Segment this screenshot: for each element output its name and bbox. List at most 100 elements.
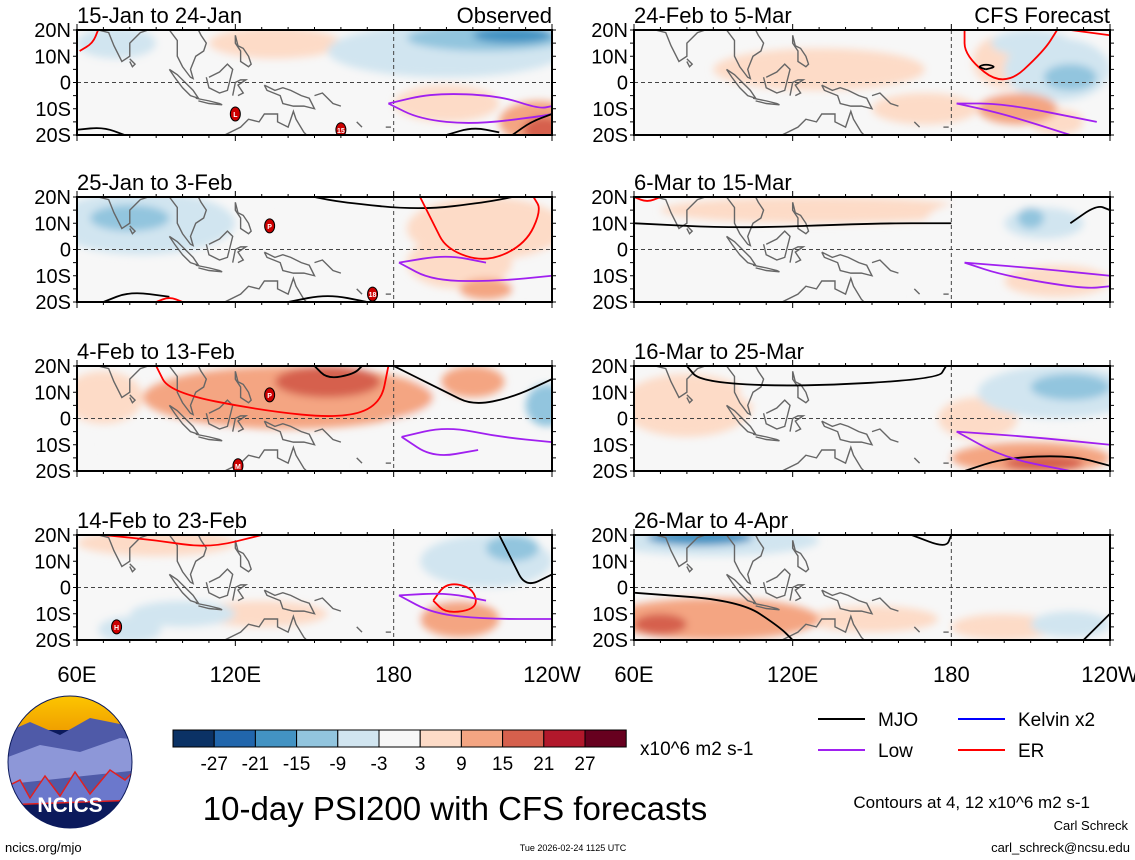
anomaly-region xyxy=(77,371,143,424)
panel-source-tag: Observed xyxy=(457,3,552,28)
anomaly-region xyxy=(525,384,552,427)
coastline xyxy=(195,602,223,611)
lat-tick-label: 20S xyxy=(592,461,628,483)
coastline xyxy=(234,202,252,235)
coastline xyxy=(791,202,810,235)
coastline xyxy=(263,589,316,615)
storm-label: P xyxy=(267,393,272,400)
figure-title: 10-day PSI200 with CFS forecasts xyxy=(203,790,707,827)
lat-tick-label: 10N xyxy=(34,382,71,404)
map-panel: 6-Mar to 15-Mar xyxy=(630,170,1114,308)
logo-text: NCICS xyxy=(37,794,102,817)
lat-tick-label: 20N xyxy=(34,187,71,209)
colorbar-swatch xyxy=(296,729,339,748)
storm-label: 18 xyxy=(369,292,377,299)
coastline xyxy=(789,584,806,602)
lat-tick-label: 0 xyxy=(617,240,628,262)
coastline xyxy=(821,84,874,110)
author-email[interactable]: carl_schreck@ncsu.edu xyxy=(991,840,1130,855)
contour-mjo xyxy=(1069,206,1110,224)
lat-tick-label: 20N xyxy=(34,20,71,42)
coastline xyxy=(752,433,780,442)
lon-tick-label: 120W xyxy=(523,662,581,687)
coastline xyxy=(97,197,149,230)
coastline xyxy=(791,371,810,404)
lat-tick-label: 10N xyxy=(34,551,71,573)
coastline xyxy=(752,264,780,273)
anomaly-region xyxy=(433,429,552,471)
colorbar-swatch xyxy=(213,729,256,748)
contour-low xyxy=(956,430,1071,471)
anomaly-region xyxy=(274,366,381,398)
panel-title: 25-Jan to 3-Feb xyxy=(77,170,232,195)
anomaly-region xyxy=(208,30,341,59)
colorbar-tick-label: -3 xyxy=(371,754,388,775)
ncics-logo: NCICS xyxy=(7,695,133,829)
panel-title: 6-Mar to 15-Mar xyxy=(634,170,792,195)
lat-tick-label: 0 xyxy=(617,73,628,95)
coastline xyxy=(356,626,363,633)
coastline xyxy=(195,433,223,442)
contour-er xyxy=(963,30,1058,81)
timestamp: Tue 2026-02-24 1125 UTC xyxy=(520,843,627,853)
coastline xyxy=(913,457,921,464)
storm-marker: 18 xyxy=(367,286,379,302)
lat-tick-label: 0 xyxy=(60,409,71,431)
lat-tick-label: 10N xyxy=(591,551,628,573)
colorbar-swatch xyxy=(419,729,462,748)
coastline xyxy=(791,35,810,68)
anomaly-region xyxy=(98,616,162,640)
coastline xyxy=(871,428,899,443)
coastline xyxy=(356,121,363,128)
lat-tick-label: 10S xyxy=(592,435,628,457)
contour-er xyxy=(432,583,477,613)
lat-tick-label: 20N xyxy=(591,20,628,42)
colorbar-tick-label: -21 xyxy=(242,754,269,775)
contour-low xyxy=(398,255,487,264)
legend-label: ER xyxy=(1018,741,1044,762)
lon-tick-label: 120W xyxy=(1081,662,1135,687)
storm-marker: P xyxy=(264,387,276,403)
coastline xyxy=(234,371,252,404)
anomaly-region xyxy=(1030,373,1110,401)
coastline xyxy=(129,58,137,68)
coastline xyxy=(913,121,921,128)
contour-low xyxy=(401,436,479,456)
anomaly-region xyxy=(686,286,899,302)
coastline xyxy=(356,457,363,464)
lat-tick-label: 10S xyxy=(592,604,628,626)
anomaly-region xyxy=(872,93,978,125)
colorbar-tick-label: 15 xyxy=(492,754,513,775)
contours-note: Contours at 4, 12 x10^6 m2 s-1 xyxy=(853,793,1090,812)
coastline xyxy=(263,420,316,446)
coastline xyxy=(913,288,921,295)
coastline xyxy=(223,109,308,135)
coastline xyxy=(205,399,234,430)
coastline xyxy=(762,63,791,94)
lat-tick-label: 10S xyxy=(35,266,71,288)
legend-item: Low xyxy=(818,741,913,762)
lat-tick-label: 10S xyxy=(35,604,71,626)
storm-marker: L xyxy=(229,106,241,122)
lat-tick-label: 10N xyxy=(34,46,71,68)
anomaly-region xyxy=(647,535,753,546)
legend-label: Kelvin x2 xyxy=(1018,710,1095,731)
contour-mjo xyxy=(978,63,995,71)
coastline xyxy=(223,614,308,640)
contour-mjo xyxy=(634,591,794,640)
contour-mjo xyxy=(393,366,552,404)
site-link[interactable]: ncics.org/mjo xyxy=(5,840,82,855)
storm-label: H xyxy=(114,625,119,632)
map-panel: P M 4-Feb to 13-Feb xyxy=(73,339,556,477)
legend-item: Kelvin x2 xyxy=(958,710,1095,731)
lat-tick-label: 20N xyxy=(34,356,71,378)
anomaly-region xyxy=(103,429,262,461)
coastline xyxy=(314,259,342,274)
anomaly-region xyxy=(441,366,505,398)
legend-item: MJO xyxy=(818,710,918,731)
anomaly-region xyxy=(129,600,236,627)
lat-tick-label: 20N xyxy=(34,525,71,547)
lat-tick-label: 10S xyxy=(592,266,628,288)
contour-low xyxy=(398,594,552,620)
anomaly-region xyxy=(713,111,873,133)
